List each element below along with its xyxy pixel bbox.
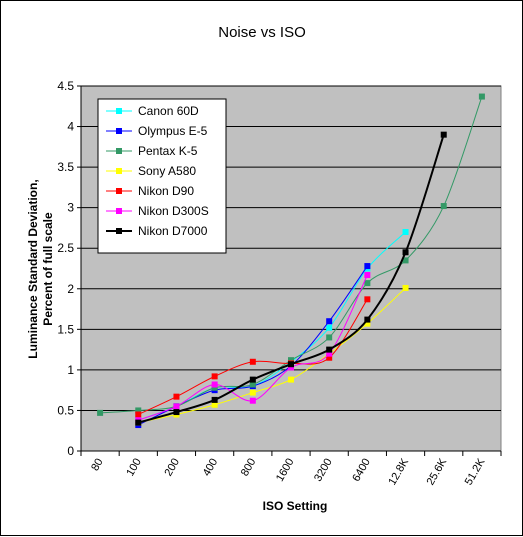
data-point-pentax-k-5 <box>288 357 294 364</box>
legend-label: Sony A580 <box>138 164 196 178</box>
data-point-olympus-e-5 <box>364 263 371 270</box>
legend-label: Nikon D90 <box>138 184 194 198</box>
legend-marker <box>116 208 122 214</box>
legend-box <box>97 98 227 254</box>
legend-marker <box>116 108 122 114</box>
data-point-nikon-d7000 <box>249 376 256 383</box>
x-tick-label: 3200 <box>312 457 335 484</box>
x-tick-label: 12.8K <box>386 456 411 487</box>
data-point-sony-a580 <box>364 320 371 327</box>
x-tick-label: 6400 <box>350 457 373 484</box>
legend-label: Olympus E-5 <box>138 124 208 138</box>
chart-title: Noise vs ISO <box>218 24 306 41</box>
x-tick-label: 1600 <box>274 457 297 484</box>
data-point-nikon-d7000 <box>173 409 180 416</box>
data-point-nikon-d7000 <box>326 346 333 353</box>
series-line-pentax-k-5 <box>100 96 483 414</box>
series-line-sony-a580 <box>138 287 406 424</box>
y-tick-label: 1 <box>67 363 74 377</box>
data-point-canon-60d <box>402 229 409 235</box>
legend-marker <box>116 168 122 174</box>
y-tick-label: 3 <box>67 201 74 215</box>
legend-entry-sony-a580: Sony A580 <box>106 164 196 178</box>
legend-label: Nikon D7000 <box>138 224 208 238</box>
data-point-nikon-d300s <box>211 381 218 388</box>
data-point-pentax-k-5 <box>402 257 409 264</box>
data-point-nikon-d7000 <box>402 249 409 256</box>
y-tick-label: 0.5 <box>57 403 74 417</box>
legend: Canon 60D Olympus E-5 Pentax K-5 Sony A580 N… <box>97 98 227 254</box>
data-point-nikon-d300s <box>326 350 333 357</box>
data-point-pentax-k-5 <box>364 280 371 287</box>
data-point-sony-a580 <box>402 284 409 291</box>
data-point-nikon-d300s <box>249 397 256 404</box>
legend-entry-olympus-e-5: Olympus E-5 <box>106 124 208 138</box>
series-nikon-d90 <box>135 296 371 418</box>
legend-entry-pentax-k-5: Pentax K-5 <box>106 144 198 158</box>
legend-entry-nikon-d7000: Nikon D7000 <box>106 224 208 238</box>
x-tick-label: 100 <box>124 457 144 479</box>
data-point-nikon-d90 <box>326 354 333 361</box>
x-axis-label: ISO Setting <box>263 499 328 513</box>
y-tick-label: 2 <box>67 282 74 296</box>
data-point-nikon-d7000 <box>440 131 447 138</box>
data-point-nikon-d7000 <box>211 396 218 403</box>
data-point-pentax-k-5 <box>249 381 256 388</box>
data-point-nikon-d7000 <box>135 419 142 426</box>
x-tick-label: 800 <box>239 457 259 479</box>
y-tick-label: 0 <box>67 444 74 458</box>
series-group <box>97 93 485 429</box>
data-point-pentax-k-5 <box>211 384 218 391</box>
data-point-nikon-d300s <box>288 364 294 371</box>
data-point-pentax-k-5 <box>478 93 485 100</box>
y-tick-label: 1.5 <box>57 322 74 336</box>
legend-marker <box>116 128 122 134</box>
data-point-pentax-k-5 <box>135 407 142 414</box>
data-point-sony-a580 <box>288 376 294 383</box>
series-nikon-d7000 <box>135 131 447 426</box>
legend-entry-nikon-d90: Nikon D90 <box>106 184 194 198</box>
y-axis-ticks: 0 0.5 1 1.5 2 2.5 3 3.5 4 4.5 <box>57 79 82 458</box>
y-tick-label: 2.5 <box>57 241 74 255</box>
y-axis-label-line-2: Percent of full scale <box>41 212 55 326</box>
x-tick-label: 200 <box>162 457 182 479</box>
data-point-nikon-d300s <box>364 271 371 278</box>
legend-entry-canon-60d: Canon 60D <box>106 104 199 118</box>
data-point-nikon-d300s <box>173 403 180 410</box>
data-point-nikon-d7000 <box>288 361 294 368</box>
data-point-nikon-d90 <box>211 373 218 380</box>
data-point-sony-a580 <box>211 401 218 408</box>
y-tick-label: 4 <box>67 120 74 134</box>
legend-label: Canon 60D <box>138 104 199 118</box>
legend-marker <box>116 148 122 154</box>
data-point-olympus-e-5 <box>326 318 333 325</box>
data-point-nikon-d7000 <box>364 316 371 323</box>
legend-entry-nikon-d300s: Nikon D300S <box>106 204 209 218</box>
x-axis-ticks: 80 100 200 400 800 1600 3200 6400 12.8K 25.6K 51.2… <box>80 450 502 487</box>
legend-label: Pentax K-5 <box>138 144 198 158</box>
legend-marker <box>116 228 122 234</box>
legend-label: Nikon D300S <box>138 204 209 218</box>
x-tick-label: 51.2K <box>463 456 488 487</box>
y-axis-label-line-1: Luminance Standard Deviation, <box>26 179 40 358</box>
x-tick-label: 400 <box>201 457 221 479</box>
data-point-pentax-k-5 <box>440 203 447 210</box>
data-point-pentax-k-5 <box>97 409 104 416</box>
y-tick-label: 3.5 <box>57 160 74 174</box>
data-point-canon-60d <box>326 324 333 331</box>
data-point-nikon-d90 <box>173 393 180 400</box>
data-point-nikon-d90 <box>135 411 142 418</box>
legend-marker <box>116 188 122 194</box>
x-tick-label: 80 <box>89 457 106 474</box>
data-point-pentax-k-5 <box>326 334 333 341</box>
x-tick-label: 25.6K <box>425 456 450 487</box>
data-point-nikon-d90 <box>249 358 256 365</box>
series-pentax-k-5 <box>97 93 485 416</box>
data-point-sony-a580 <box>249 389 256 396</box>
data-point-nikon-d90 <box>364 296 371 303</box>
y-tick-label: 4.5 <box>57 79 74 93</box>
